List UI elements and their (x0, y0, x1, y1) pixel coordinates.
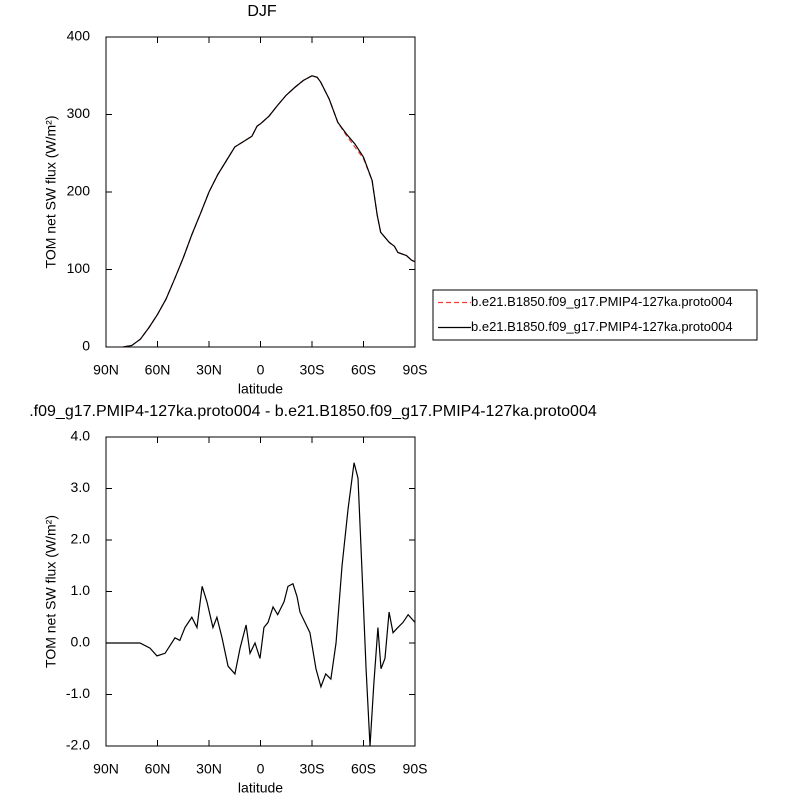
x-tick-label: 60N (145, 761, 171, 777)
y-tick-label: 4.0 (71, 428, 91, 444)
x-tick-label: 30N (196, 362, 222, 378)
x-tick-label: 90S (403, 761, 428, 777)
x-tick-label: 30S (300, 761, 325, 777)
x-tick-label: 0 (257, 362, 265, 378)
y-tick-label: 0 (82, 338, 90, 354)
x-tick-label: 90N (93, 761, 119, 777)
y-tick-label: 200 (67, 183, 91, 199)
plot-frame (105, 36, 416, 348)
x-tick-label: 0 (257, 761, 265, 777)
series-line (123, 75, 416, 348)
series-line (106, 462, 416, 747)
y-tick-label: 100 (67, 260, 91, 276)
legend-label: b.e21.B1850.f09_g17.PMIP4-127ka.proto004 (471, 294, 733, 309)
y-tick-label: 400 (67, 28, 91, 44)
y-tick-label: 300 (67, 105, 91, 121)
y-axis-label: TOM net SW flux (W/m²) (43, 515, 59, 668)
x-axis-label: latitude (238, 780, 283, 796)
plot-frame (105, 436, 416, 747)
y-tick-label: -1.0 (66, 685, 90, 701)
y-tick-label: -2.0 (66, 737, 90, 753)
x-tick-label: 60S (351, 761, 376, 777)
y-tick-label: 2.0 (71, 531, 91, 547)
x-tick-label: 30S (300, 362, 325, 378)
y-axis-label: TOM net SW flux (W/m²) (43, 116, 59, 269)
x-tick-label: 90S (403, 362, 428, 378)
x-axis-label: latitude (238, 381, 283, 397)
x-tick-label: 90N (93, 362, 119, 378)
chart-title: DJF (247, 3, 277, 20)
x-tick-label: 60N (145, 362, 171, 378)
chart-title: .f09_g17.PMIP4-127ka.proto004 - b.e21.B1… (29, 403, 597, 420)
y-tick-label: 3.0 (71, 479, 91, 495)
x-tick-label: 60S (351, 362, 376, 378)
legend-box (432, 289, 758, 341)
y-tick-label: 1.0 (71, 582, 91, 598)
legend-label: b.e21.B1850.f09_g17.PMIP4-127ka.proto004 (471, 319, 733, 334)
x-tick-label: 30N (196, 761, 222, 777)
y-tick-label: 0.0 (71, 634, 91, 650)
